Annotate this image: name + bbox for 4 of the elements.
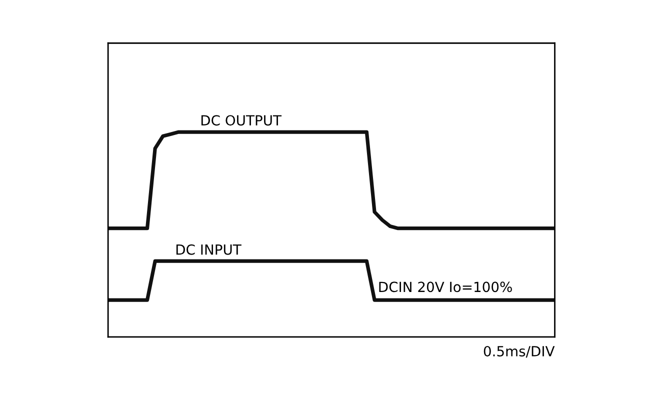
annotation: DCIN 20V Io=100% bbox=[379, 282, 512, 292]
annotation: DC INPUT bbox=[176, 244, 242, 255]
text: 0.5ms/DIV bbox=[484, 346, 555, 358]
text: DC OUTPUT bbox=[201, 115, 282, 126]
